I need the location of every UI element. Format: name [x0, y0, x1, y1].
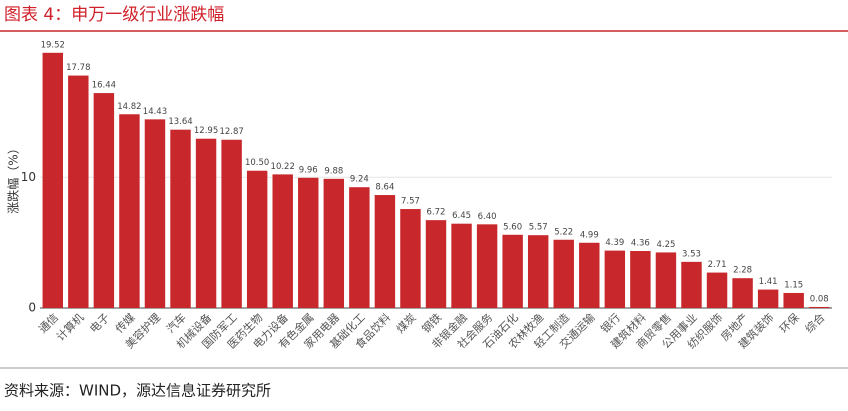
value-label: 13.64	[168, 117, 192, 127]
value-label: 10.22	[271, 162, 295, 172]
bar	[502, 234, 523, 308]
bar	[451, 223, 472, 308]
value-label: 6.72	[427, 208, 446, 218]
value-label: 12.87	[219, 127, 243, 137]
bar	[604, 250, 626, 308]
bar	[170, 129, 191, 308]
bar	[732, 278, 753, 308]
bar	[221, 139, 242, 308]
value-label: 9.88	[324, 166, 343, 176]
y-tick-label: 0	[28, 301, 36, 315]
bar	[783, 292, 804, 308]
bar	[272, 174, 293, 308]
bar	[630, 251, 651, 308]
bar	[298, 177, 319, 308]
value-label: 1.15	[784, 280, 803, 290]
bar	[527, 235, 549, 308]
bar	[681, 261, 702, 308]
value-label: 14.43	[143, 107, 167, 117]
bar	[579, 242, 600, 308]
bar	[706, 272, 728, 308]
x-tick-label: 计算机	[53, 310, 86, 343]
y-tick-label: 10	[21, 170, 36, 184]
value-label: 3.53	[682, 249, 701, 259]
x-tick-label: 电子	[87, 311, 112, 336]
bar	[93, 93, 115, 308]
value-label: 19.52	[41, 40, 65, 50]
bar	[809, 306, 830, 308]
value-label: 6.45	[452, 211, 471, 221]
bar	[68, 75, 89, 308]
x-tick-label: 煤炭	[394, 311, 419, 336]
x-tick-label: 综合	[802, 310, 827, 335]
bar	[42, 52, 63, 308]
bar	[553, 239, 574, 308]
bar	[374, 195, 396, 308]
value-label: 10.50	[245, 158, 269, 168]
y-axis-label: 涨跌幅（%）	[6, 142, 21, 213]
value-label: 6.40	[478, 212, 497, 222]
value-label: 2.71	[708, 260, 727, 270]
bar	[655, 252, 677, 308]
value-label: 0.08	[810, 294, 829, 304]
value-label: 4.39	[605, 238, 624, 248]
value-label: 7.57	[401, 197, 420, 207]
bar	[476, 224, 498, 308]
value-label: 14.82	[117, 102, 141, 112]
bar	[400, 209, 421, 308]
bar	[144, 119, 166, 308]
source-note: 资料来源：WIND，源达信息证券研究所	[4, 382, 271, 400]
chart-title: 图表 4：申万一级行业涨跌幅	[4, 5, 224, 25]
bar	[349, 187, 370, 308]
value-label: 5.57	[529, 223, 548, 233]
bar	[425, 220, 447, 308]
value-label: 4.99	[580, 230, 599, 240]
value-label: 5.22	[554, 227, 573, 237]
value-label: 17.78	[66, 63, 90, 73]
x-tick-label: 环保	[776, 310, 801, 335]
value-label: 16.44	[92, 81, 116, 91]
value-label: 1.41	[759, 277, 778, 287]
value-label: 5.60	[503, 222, 522, 232]
value-label: 2.28	[733, 266, 752, 276]
value-label: 4.36	[631, 239, 650, 249]
bar	[323, 178, 345, 308]
bar	[195, 138, 217, 308]
value-label: 12.95	[194, 126, 218, 136]
bar	[246, 170, 268, 308]
bar	[757, 289, 779, 308]
value-label: 4.25	[656, 240, 675, 250]
bar	[119, 114, 140, 308]
value-label: 8.64	[375, 183, 394, 193]
value-label: 9.96	[299, 165, 318, 175]
value-label: 9.24	[350, 175, 369, 185]
